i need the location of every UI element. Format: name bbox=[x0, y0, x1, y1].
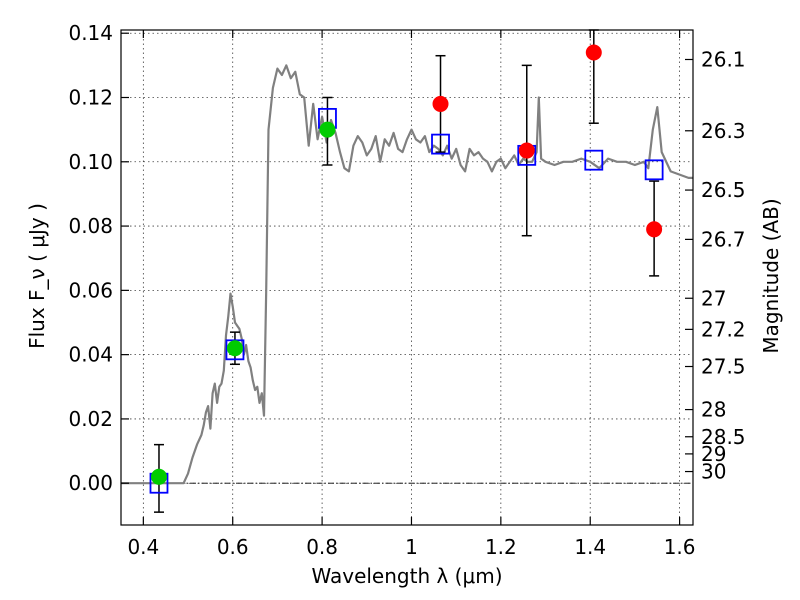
detection-point bbox=[226, 340, 243, 357]
y-tick-label: 0.02 bbox=[68, 407, 113, 431]
mag-tick-label: 26.7 bbox=[701, 227, 746, 251]
grid-lines bbox=[121, 30, 693, 525]
nondetection-point bbox=[585, 44, 602, 61]
y-tick-label: 0.10 bbox=[68, 150, 113, 174]
nondetection-point bbox=[432, 95, 449, 112]
mag-tick-label: 27 bbox=[701, 286, 726, 310]
model-spectrum-line bbox=[121, 64, 693, 485]
mag-tick-label: 30 bbox=[701, 460, 726, 484]
x-tick-label: 1.6 bbox=[664, 535, 696, 559]
mag-tick-label: 28.5 bbox=[701, 425, 746, 449]
mag-tick-label: 27.5 bbox=[701, 355, 746, 379]
mag-tick-label: 29 bbox=[701, 442, 726, 466]
plot-frame bbox=[120, 29, 694, 526]
mag-tick-label: 26.3 bbox=[701, 119, 746, 143]
mag-tick-label: 27.2 bbox=[701, 317, 746, 341]
x-tick-label: 0.4 bbox=[127, 535, 159, 559]
photometry-points bbox=[150, 44, 663, 485]
nondetection-point bbox=[518, 142, 535, 159]
y-tick-label: 0.00 bbox=[68, 471, 113, 495]
model-flux-box bbox=[431, 133, 450, 155]
axis-ticks bbox=[121, 30, 693, 525]
detection-point bbox=[150, 468, 167, 485]
x-tick-label: 0.6 bbox=[217, 535, 249, 559]
model-flux-boxes bbox=[149, 107, 664, 494]
y-tick-label: 0.14 bbox=[68, 21, 113, 45]
detection-point bbox=[319, 121, 336, 138]
x-tick-label: 1.4 bbox=[574, 535, 606, 559]
x-tick-label: 1 bbox=[405, 535, 418, 559]
y-tick-label: 0.08 bbox=[68, 214, 113, 238]
model-flux-box bbox=[644, 159, 664, 181]
y-axis-right-label: Magnitude (AB) bbox=[759, 198, 783, 353]
y-tick-label: 0.12 bbox=[68, 86, 113, 110]
x-axis-label: Wavelength λ (μm) bbox=[311, 564, 502, 588]
mag-tick-label: 26.5 bbox=[701, 178, 746, 202]
y-axis-label: Flux F_ν ( μJy ) bbox=[25, 203, 49, 349]
y-tick-label: 0.04 bbox=[68, 343, 113, 367]
x-tick-label: 1.2 bbox=[485, 535, 517, 559]
mag-tick-label: 26.1 bbox=[701, 47, 746, 71]
mag-tick-label: 28 bbox=[701, 398, 726, 422]
y-tick-label: 0.06 bbox=[68, 278, 113, 302]
nondetection-point bbox=[646, 221, 663, 238]
model-flux-box bbox=[584, 149, 604, 171]
x-tick-label: 0.8 bbox=[306, 535, 338, 559]
error-bars bbox=[153, 29, 660, 513]
